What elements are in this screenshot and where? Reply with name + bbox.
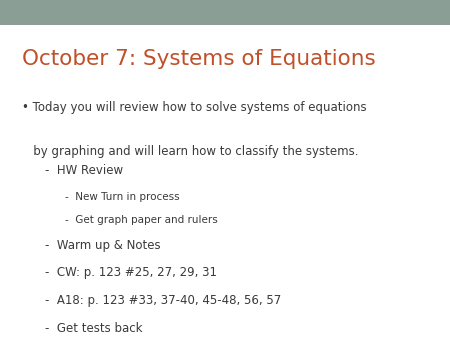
Text: by graphing and will learn how to classify the systems.: by graphing and will learn how to classi… — [22, 145, 359, 158]
Text: -  A18: p. 123 #33, 37-40, 45-48, 56, 57: - A18: p. 123 #33, 37-40, 45-48, 56, 57 — [45, 294, 281, 307]
Text: -  Warm up & Notes: - Warm up & Notes — [45, 239, 161, 252]
Text: October 7: Systems of Equations: October 7: Systems of Equations — [22, 49, 376, 69]
Text: -  Get tests back: - Get tests back — [45, 322, 143, 335]
Text: -  New Turn in process: - New Turn in process — [65, 192, 180, 202]
Text: -  CW: p. 123 #25, 27, 29, 31: - CW: p. 123 #25, 27, 29, 31 — [45, 266, 217, 280]
Bar — [0, 0, 450, 25]
Text: • Today you will review how to solve systems of equations: • Today you will review how to solve sys… — [22, 101, 367, 114]
Text: -  HW Review: - HW Review — [45, 164, 123, 177]
Text: -  Get graph paper and rulers: - Get graph paper and rulers — [65, 215, 218, 225]
